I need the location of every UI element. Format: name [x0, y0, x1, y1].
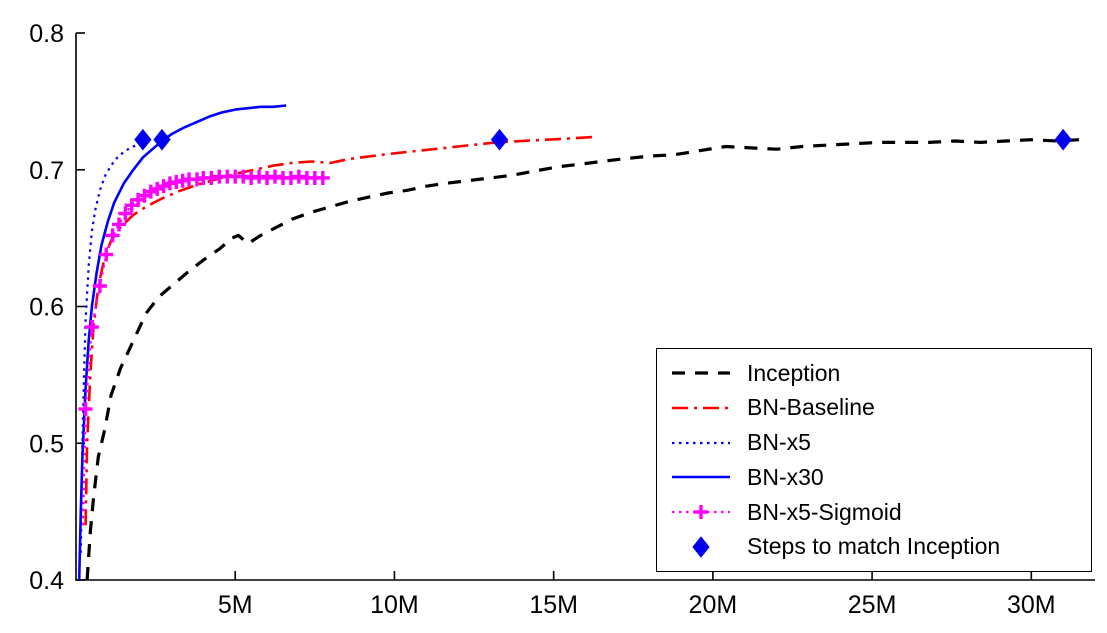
marker-plus-bn-x5-sigmoid [315, 170, 330, 185]
series-line-inception [85, 138, 1080, 581]
legend-item-bn-baseline: BN-Baseline [669, 394, 1091, 421]
marker-plus-bn-x5-sigmoid [156, 179, 171, 194]
legend-marker-steps-to-match-inception [692, 535, 710, 558]
legend-label-bn-x5: BN-x5 [747, 429, 811, 456]
legend-label-bn-x5-sigmoid: BN-x5-Sigmoid [747, 498, 902, 525]
x-tick-label: 10M [370, 591, 419, 619]
legend-sample-bn-x30 [672, 476, 730, 479]
x-tick-label: 20M [689, 591, 738, 619]
y-tick-label: 0.5 [29, 430, 64, 458]
legend-item-bn-x30: BN-x30 [669, 464, 1091, 491]
y-tick-label: 0.6 [29, 294, 64, 322]
marker-diamond-steps-to-match-inception [153, 128, 171, 151]
legend-item-steps-to-match-inception: Steps to match Inception [669, 533, 1091, 560]
marker-plus-bn-x5-sigmoid [111, 217, 126, 232]
legend: Inception BN-Baseline BN-x5 BN-x30 BN-x5-Sig… [656, 348, 1092, 572]
x-tick-label: 25M [848, 591, 897, 619]
marker-plus-bn-x5-sigmoid [118, 206, 133, 221]
legend-item-inception: Inception [669, 360, 1091, 387]
legend-sample-bn-baseline [672, 406, 730, 410]
x-tick-label: 5M [218, 591, 253, 619]
marker-diamond-steps-to-match-inception [1054, 128, 1072, 151]
series-line-bn-x5 [79, 139, 150, 553]
legend-label-steps-to-match-inception: Steps to match Inception [747, 533, 1001, 560]
y-tick-label: 0.4 [29, 567, 64, 595]
legend-sample-inception [672, 371, 730, 375]
y-tick-label: 0.7 [29, 157, 64, 185]
marker-plus-bn-x5-sigmoid [105, 228, 120, 243]
legend-item-bn-x5: BN-x5 [669, 429, 1091, 456]
marker-diamond-steps-to-match-inception [134, 128, 152, 151]
legend-label-bn-x30: BN-x30 [747, 463, 824, 490]
marker-plus-bn-x5-sigmoid [150, 181, 165, 196]
y-tick-label: 0.8 [29, 20, 64, 48]
marker-plus-bn-x5-sigmoid [84, 320, 99, 335]
marker-diamond-steps-to-match-inception [490, 128, 509, 151]
legend-marker-bn-x5-sigmoid [694, 505, 708, 520]
marker-plus-bn-x5-sigmoid [92, 278, 107, 293]
legend-sample-bn-x5 [672, 441, 730, 444]
legend-sample-bn-x5-sigmoid [672, 505, 730, 520]
x-tick-label: 30M [1007, 591, 1056, 619]
series-line-bn-x30 [77, 104, 287, 581]
legend-label-bn-baseline: BN-Baseline [747, 394, 875, 421]
legend-label-inception: Inception [747, 359, 841, 386]
x-tick-label: 15M [529, 591, 578, 619]
series-line-bn-baseline [84, 135, 596, 526]
marker-plus-bn-x5-sigmoid [78, 402, 93, 417]
marker-plus-bn-x5-sigmoid [99, 247, 114, 262]
legend-sample-steps-to-match-inception [692, 535, 710, 558]
legend-item-bn-x5-sigmoid: BN-x5-Sigmoid [669, 499, 1091, 526]
marker-plus-bn-x5-sigmoid [143, 184, 158, 199]
